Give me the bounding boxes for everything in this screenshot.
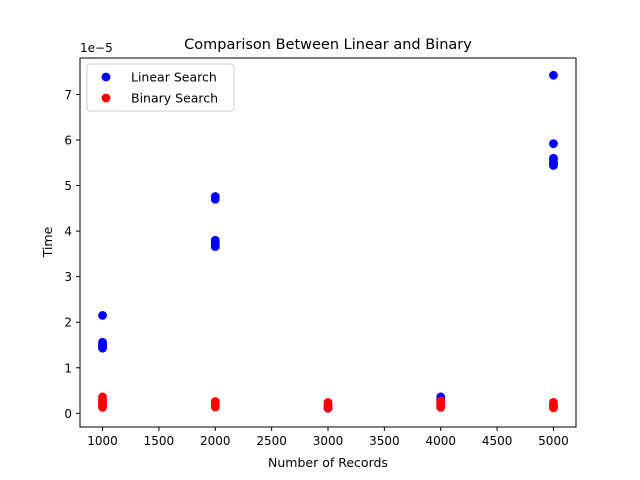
x-tick-label: 3500 (369, 434, 400, 448)
y-tick-label: 3 (64, 270, 72, 284)
x-tick-label: 4500 (482, 434, 513, 448)
y-offset-label: 1e−5 (80, 41, 113, 55)
legend: Linear Search Binary Search (86, 63, 235, 112)
plot-frame (79, 57, 577, 428)
y-axis-label: Time (40, 226, 55, 258)
data-points-layer (98, 70, 558, 413)
data-point (98, 310, 107, 320)
data-point (549, 403, 558, 413)
y-tick-label: 5 (64, 179, 72, 193)
data-point (549, 70, 558, 80)
data-point (210, 402, 220, 412)
legend-box (86, 63, 235, 112)
y-tick-label: 7 (64, 88, 72, 102)
x-tick-label: 2500 (256, 434, 287, 448)
chart-title: Comparison Between Linear and Binary (184, 37, 472, 53)
y-tick-label: 6 (64, 134, 72, 148)
data-point (210, 242, 220, 252)
x-tick-label: 1500 (144, 434, 175, 448)
y-tick-label: 0 (64, 407, 72, 421)
x-tick-label: 4000 (425, 434, 456, 448)
x-tick-label: 2000 (200, 434, 231, 448)
y-tick-label: 2 (64, 316, 72, 330)
x-tick-label: 5000 (538, 434, 569, 448)
x-tick-label: 3000 (313, 434, 344, 448)
series-binary-search (98, 392, 558, 413)
legend-marker (101, 72, 111, 82)
data-point (549, 139, 558, 149)
data-point (549, 161, 558, 170)
x-axis-label: Number of Records (268, 455, 388, 470)
legend-label: Linear Search (131, 70, 217, 85)
data-point (323, 403, 333, 413)
legend-label: Binary Search (131, 91, 218, 106)
y-tick-label: 1 (64, 361, 72, 375)
data-point (98, 403, 107, 412)
data-point (98, 343, 107, 353)
x-tick-label: 1000 (87, 434, 118, 448)
data-point (210, 194, 220, 204)
y-tick-label: 4 (64, 225, 72, 239)
axes-layer: 1000 1500 2000 2500 3000 3500 4000 4500 5000 0 1 2 3… (64, 88, 568, 448)
legend-marker (101, 93, 111, 103)
data-point (436, 403, 446, 412)
